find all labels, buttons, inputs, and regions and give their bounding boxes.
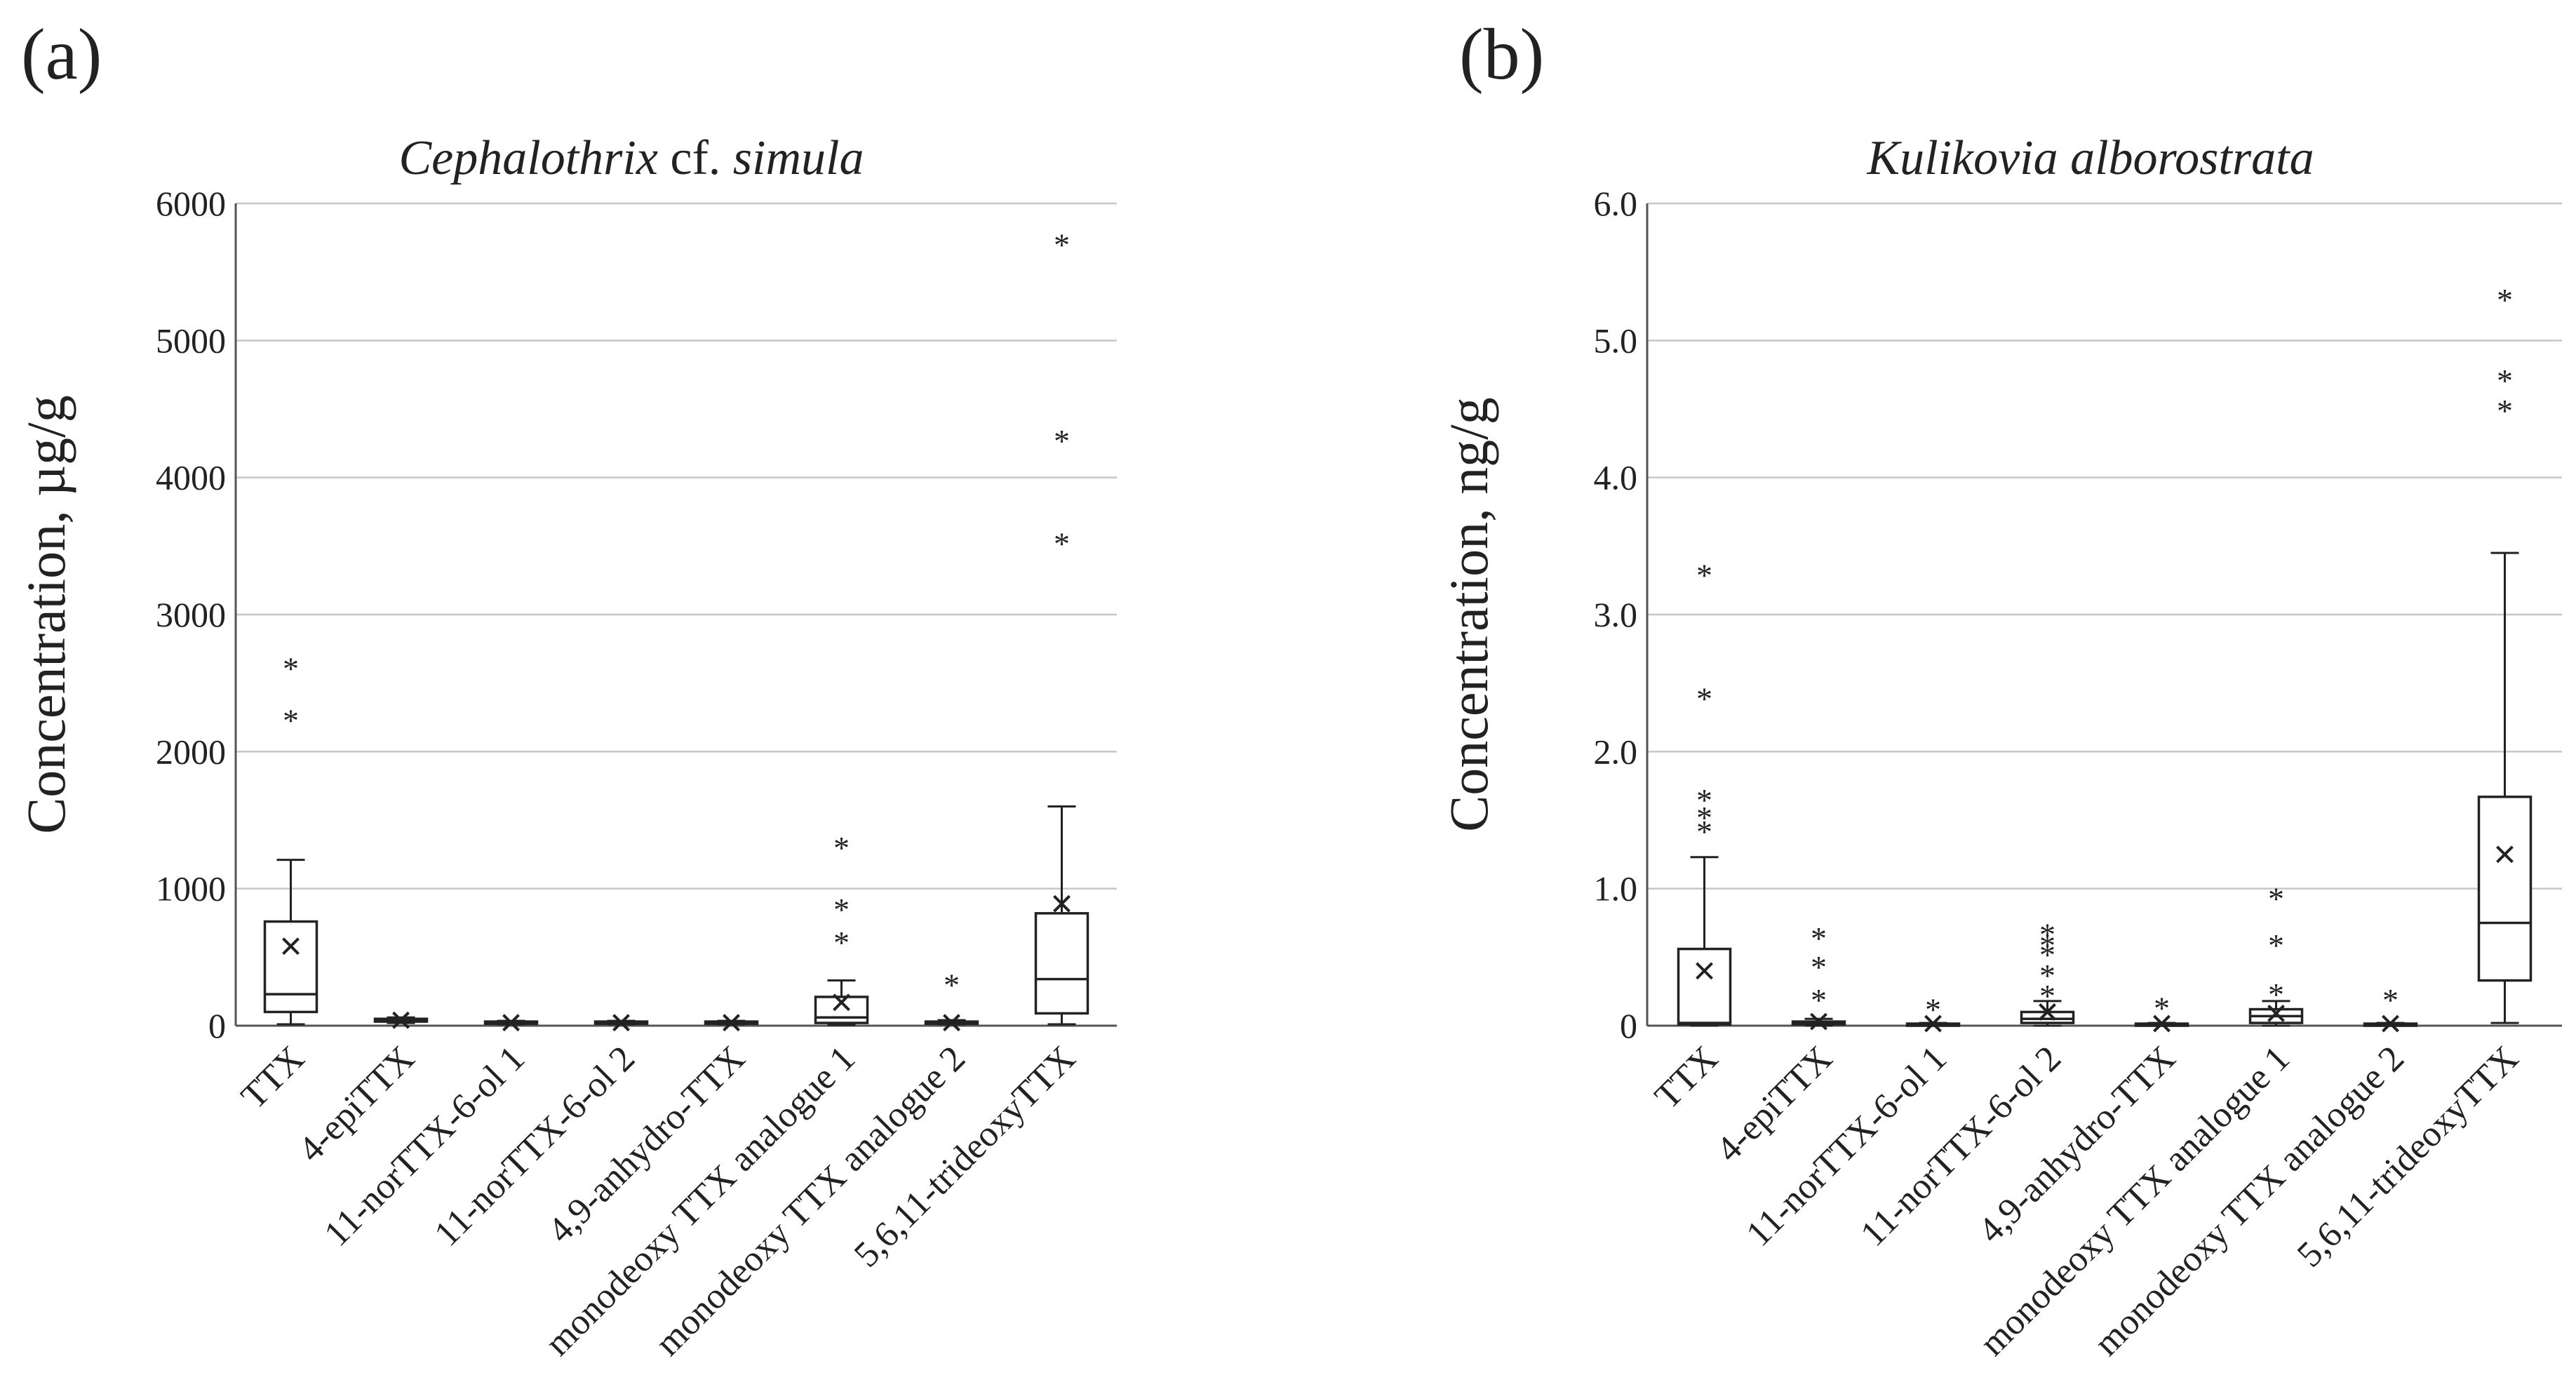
outlier-point: * (1696, 782, 1712, 818)
outlier-point: * (1696, 681, 1712, 716)
mean-marker (282, 937, 300, 956)
outlier-point: * (2039, 978, 2055, 1014)
box-2 (373, 1011, 429, 1029)
mean-marker (502, 1014, 520, 1032)
outlier-point: * (2039, 916, 2055, 952)
outlier-point: * (1811, 949, 1827, 985)
outlier-point: * (833, 892, 850, 927)
x-tick-label: 4,9-anhydro-TTX (1971, 1038, 2183, 1251)
box-4: ***** (2020, 916, 2075, 1027)
box-5 (704, 1014, 759, 1032)
y-tick-label: 5.0 (1594, 321, 1638, 360)
y-tick-label: 1000 (156, 869, 226, 909)
y-tick-label: 2000 (156, 732, 226, 771)
x-tick-label: 5,6,11-trideoxyTTX (2290, 1038, 2526, 1275)
y-tick-label: 6000 (156, 184, 226, 223)
outlier-point: * (2497, 282, 2513, 318)
y-axis-label: Concentration, µg/g (15, 395, 76, 834)
mean-marker (723, 1014, 740, 1032)
iqr-box (1034, 912, 1089, 1015)
box-7: * (2363, 982, 2418, 1033)
outlier-point: * (1696, 814, 1712, 850)
outlier-point: * (1054, 526, 1070, 562)
mean-marker (943, 1014, 960, 1032)
panel-a: (a) Cephalothrix cf. simula Concentration,… (15, 14, 1117, 1364)
panel-b: (b) Kulikovia alborostrata Concentration, … (1438, 14, 2562, 1364)
y-tick-label: 4.0 (1594, 458, 1638, 497)
x-tick-label: 11-norTTX-6-ol 1 (316, 1038, 532, 1254)
box-1: ** (263, 650, 318, 1026)
mean-marker (2039, 1003, 2056, 1021)
outlier-point: * (1696, 557, 1712, 593)
box-5: * (2134, 991, 2189, 1033)
box-7: * (924, 967, 979, 1032)
y-tick-label: 6.0 (1594, 184, 1638, 223)
mean-marker (1053, 894, 1071, 913)
x-tick-label: 4,9-anhydro-TTX (540, 1038, 753, 1251)
outlier-point: * (1054, 227, 1070, 263)
box-3: * (1905, 992, 1961, 1033)
iqr-box (263, 920, 318, 1014)
panel-label-b: (b) (1459, 14, 1544, 95)
outlier-point: * (833, 925, 850, 960)
outlier-point: * (283, 703, 299, 739)
y-tick-label: 3.0 (1594, 595, 1638, 634)
y-tick-label: 4000 (156, 458, 226, 497)
chart-title-a: Cephalothrix cf. simula (398, 131, 864, 185)
mean-marker (2267, 1005, 2285, 1022)
x-tick-label: TTX (234, 1038, 312, 1117)
outlier-point: * (283, 650, 299, 686)
outlier-point: * (944, 967, 960, 1003)
outlier-point: * (2382, 982, 2399, 1018)
outlier-point: * (1811, 920, 1827, 956)
iqr-box (2477, 796, 2533, 982)
mean-marker (833, 993, 850, 1012)
outlier-point: * (2039, 958, 2055, 993)
box-8: *** (2477, 282, 2533, 1024)
iqr-box (1677, 947, 1732, 1026)
box-8: * * * (1034, 227, 1089, 1026)
outlier-point: * (2268, 927, 2284, 963)
outlier-point: * (2154, 991, 2170, 1026)
mean-marker (1810, 1012, 1827, 1031)
mean-marker (612, 1014, 630, 1032)
panel-label-a: (a) (21, 14, 102, 95)
outlier-point: * (1811, 982, 1827, 1018)
x-tick-label: 11-norTTX-6-ol 1 (1738, 1038, 1954, 1254)
box-3 (483, 1014, 539, 1032)
x-tick-label: 11-norTTX-6-ol 2 (1853, 1038, 2069, 1254)
outlier-point: * (2268, 880, 2284, 916)
outlier-point: * (1054, 423, 1070, 459)
box-2: *** (1791, 920, 1846, 1031)
box-4 (593, 1014, 649, 1032)
chart-title-b: Kulikovia alborostrata (1866, 131, 2314, 185)
y-tick-label: 3000 (156, 595, 226, 634)
box-6: *** (814, 830, 869, 1026)
box-1: ***** (1677, 557, 1732, 1027)
outlier-point: * (2268, 977, 2284, 1012)
outlier-point: * (1696, 800, 1712, 836)
y-tick-label: 0 (1620, 1006, 1637, 1045)
mean-marker (2153, 1014, 2171, 1033)
outlier-point: * (833, 830, 850, 866)
y-tick-label: 0 (208, 1006, 226, 1045)
mean-marker (2382, 1014, 2399, 1033)
y-axis-label: Concentration, ng/g (1438, 397, 1499, 832)
mean-marker (1924, 1014, 1942, 1033)
outlier-point: * (2497, 393, 2513, 429)
outlier-point: * (2039, 927, 2055, 963)
y-tick-label: 1.0 (1594, 869, 1638, 909)
mean-marker (392, 1011, 410, 1029)
outlier-point: * (2039, 937, 2055, 973)
outlier-point: * (1925, 992, 1941, 1028)
y-tick-label: 2.0 (1594, 732, 1638, 771)
x-tick-label: TTX (1647, 1038, 1726, 1117)
y-tick-label: 5000 (156, 321, 226, 360)
x-tick-label: 11-norTTX-6-ol 2 (427, 1038, 643, 1254)
mean-marker (2496, 845, 2514, 864)
outlier-point: * (2497, 363, 2513, 398)
box-6: * * * (2248, 880, 2304, 1027)
mean-marker (1696, 962, 1713, 980)
